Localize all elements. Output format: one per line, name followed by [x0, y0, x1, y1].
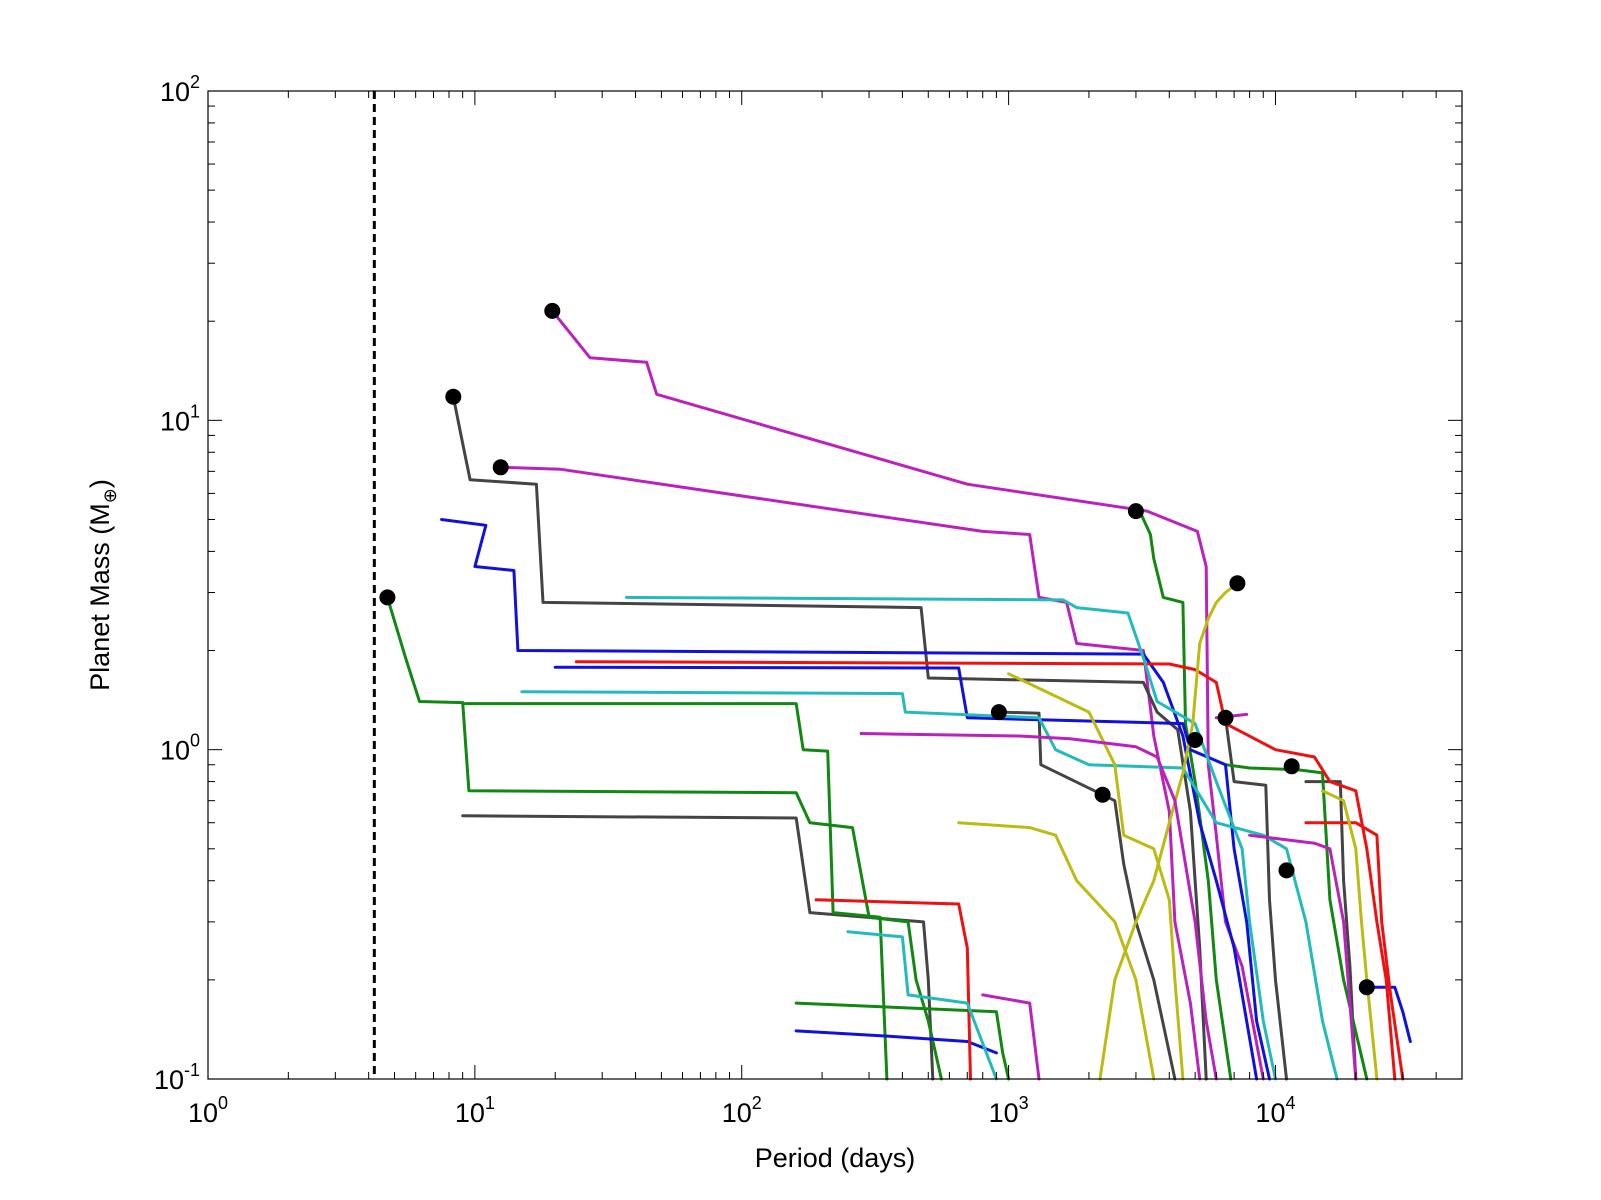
x-tick-label-base: 10	[188, 1098, 218, 1128]
series-line-green-1	[385, 595, 943, 1081]
marker-7	[1217, 709, 1234, 726]
x-tick-label-1: 101	[455, 1093, 495, 1128]
series-line-green-2	[463, 702, 889, 1081]
markers	[379, 302, 1375, 996]
series-line-magenta-6	[981, 993, 1041, 1081]
y-tick-label-2: 101	[160, 401, 200, 436]
series-line-darkgray-3	[998, 710, 1177, 1081]
series-line-yellow-1	[1098, 581, 1239, 1081]
marker-11	[1278, 862, 1295, 879]
series-line-green-5	[794, 1001, 1011, 1081]
x-tick-label-3: 103	[989, 1093, 1029, 1128]
x-tick-label-exponent: 0	[218, 1093, 228, 1113]
x-tick-label-base: 10	[989, 1098, 1019, 1128]
x-axis-title: Period (days)	[755, 1143, 916, 1173]
marker-9	[1094, 786, 1111, 803]
y-tick-label-1: 100	[160, 731, 200, 766]
y-axis-title-close: )	[85, 479, 115, 488]
x-tick-label-base: 10	[1255, 1098, 1285, 1128]
series-line-red-1	[574, 660, 1397, 1081]
x-tick-label-exponent: 2	[752, 1093, 762, 1113]
y-tick-label-exponent: 2	[190, 72, 200, 92]
marker-2	[492, 459, 509, 476]
plot-frame	[207, 90, 1463, 1080]
x-tick-label-2: 102	[722, 1093, 762, 1128]
y-tick-label-base: 10	[154, 1065, 184, 1095]
marker-4	[1127, 503, 1144, 520]
series-line-green-4	[1224, 763, 1369, 1081]
x-tick-label-0: 100	[188, 1093, 228, 1128]
marker-6	[990, 704, 1007, 721]
series-line-magenta-1	[550, 309, 1265, 1081]
y-tick-label-3: 102	[160, 72, 200, 107]
y-axis-title-subscript: ⊕	[100, 488, 120, 503]
x-tick-label-exponent: 4	[1285, 1093, 1295, 1113]
series-lines	[385, 309, 1412, 1081]
y-tick-label-base: 10	[160, 736, 190, 766]
axis-ticks	[207, 90, 1463, 1080]
series-line-blue-1	[440, 518, 1259, 1081]
y-tick-label-0: 10-1	[154, 1060, 200, 1095]
x-tick-label-base: 10	[722, 1098, 752, 1128]
series-line-blue-4	[1365, 985, 1412, 1043]
series-line-cyan-3	[846, 930, 998, 1081]
y-tick-label-exponent: 0	[190, 731, 200, 751]
series-line-darkgray-1	[451, 395, 1208, 1081]
marker-5	[1229, 575, 1246, 592]
series-line-magenta-3	[859, 732, 1218, 1081]
marker-0	[544, 302, 561, 319]
y-tick-label-base: 10	[160, 406, 190, 436]
x-tick-label-base: 10	[455, 1098, 485, 1128]
series-line-green-3	[1138, 509, 1233, 1081]
x-tick-label-4: 104	[1255, 1093, 1295, 1128]
plot-area	[208, 91, 1462, 1079]
y-tick-label-base: 10	[160, 77, 190, 107]
series-line-magenta-2	[499, 465, 1202, 1081]
series-line-yellow-4	[1321, 789, 1379, 1081]
series-line-yellow-2	[1007, 672, 1185, 1081]
x-tick-label-exponent: 1	[485, 1093, 495, 1113]
marker-3	[379, 589, 396, 606]
series-line-red-2	[814, 898, 972, 1081]
y-tick-label-exponent: 1	[190, 401, 200, 421]
marker-12	[1358, 979, 1375, 996]
series-line-blue-3	[794, 1029, 998, 1055]
series-line-magenta-5	[1248, 833, 1358, 1081]
y-axis-title-main: Planet Mass (M	[85, 503, 115, 691]
series-line-darkgray-4	[1224, 716, 1288, 1081]
y-axis-title: Planet Mass (M⊕)	[85, 479, 120, 691]
marker-10	[1283, 758, 1300, 775]
y-tick-label-exponent: -1	[184, 1060, 200, 1080]
series-line-cyan-1	[625, 595, 1277, 1081]
x-tick-label-exponent: 3	[1019, 1093, 1029, 1113]
marker-1	[445, 388, 462, 405]
marker-8	[1187, 732, 1204, 748]
series-line-red-3	[1304, 821, 1405, 1081]
series-line-yellow-3	[957, 821, 1156, 1081]
